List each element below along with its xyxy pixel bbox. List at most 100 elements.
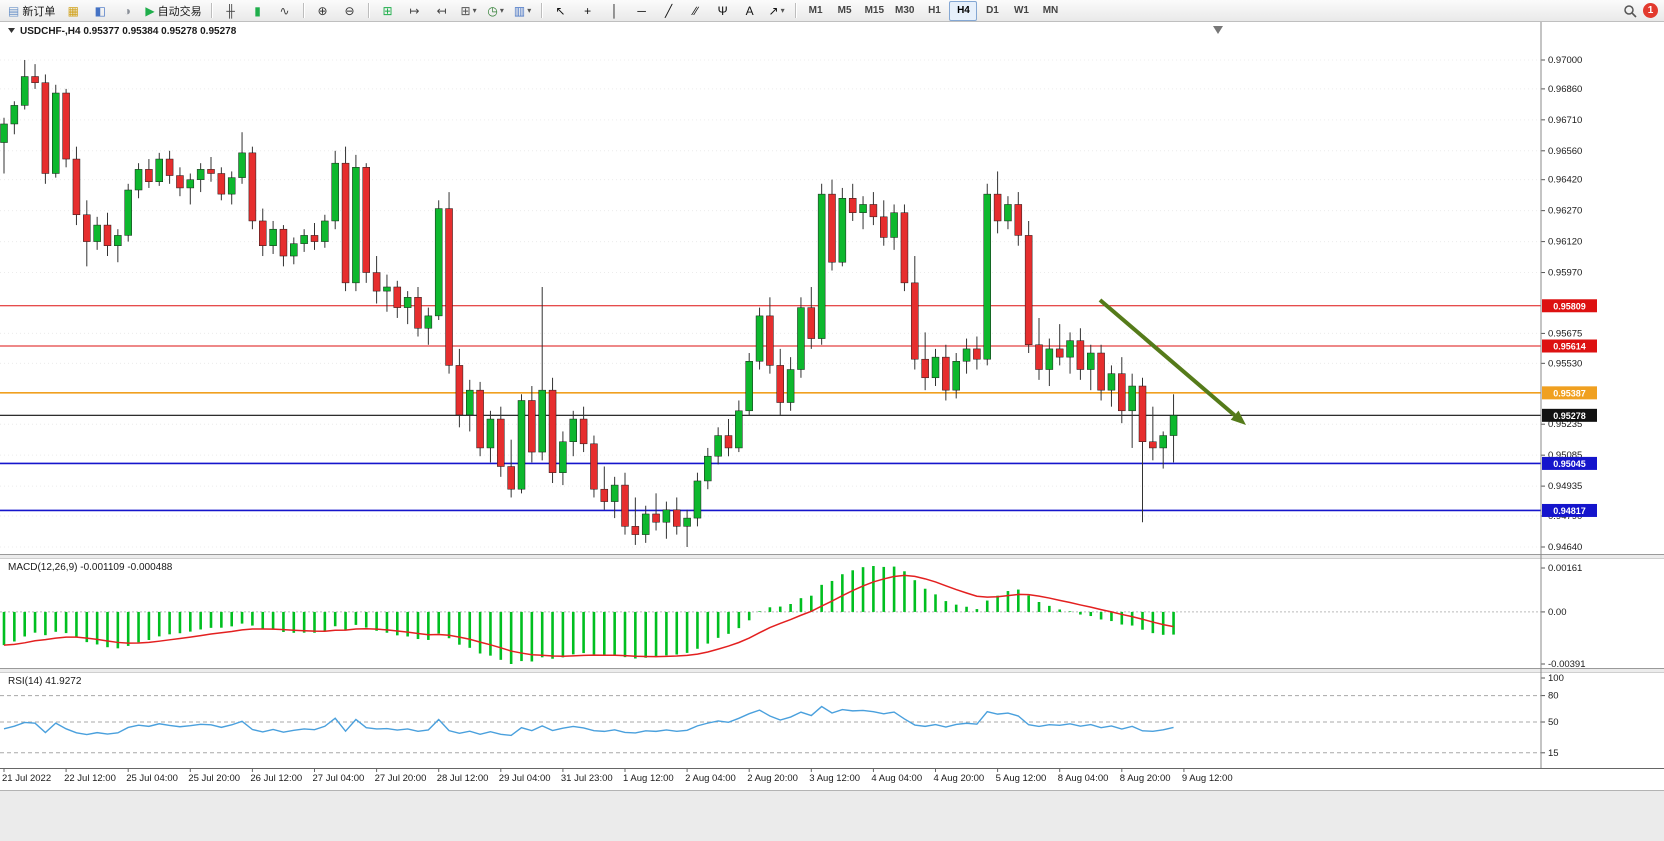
toolbar-separator	[540, 3, 543, 18]
price-axis-label: 0.94935	[1548, 481, 1582, 492]
crosshair-button[interactable]: +	[575, 1, 601, 21]
bearish-candle	[507, 466, 515, 490]
rsi-line	[3, 705, 1174, 737]
bearish-candle	[1097, 352, 1105, 391]
chart-canvas[interactable]: 0.97000 0.96860 0.96710 0.96560 0.96420 0.962…	[0, 22, 1664, 790]
chart-menu-icon[interactable]	[8, 28, 15, 33]
bullish-candle	[683, 517, 691, 527]
line-chart-button[interactable]: ∿	[272, 1, 298, 21]
bearish-candle	[62, 92, 70, 160]
search-icon[interactable]	[1623, 4, 1637, 18]
new-order-button[interactable]: ▤ 新订单	[4, 1, 59, 21]
text-label-button[interactable]: A	[737, 1, 763, 21]
trendline-button[interactable]: ╱	[656, 1, 682, 21]
cursor-button[interactable]: ↖	[548, 1, 574, 21]
timeframe-button-h4[interactable]: H4	[949, 0, 978, 21]
bearish-candle	[41, 82, 50, 174]
templates-button[interactable]: ▥ ▾	[510, 1, 536, 21]
timeframe-button-mn[interactable]: MN	[1042, 5, 1059, 16]
macd-label: MACD(12,26,9) -0.001109 -0.000488	[8, 562, 173, 573]
time-axis-label: 31 Jul 23:00	[561, 773, 613, 784]
new-chart-button[interactable]: ⊞ ▾	[456, 1, 482, 21]
bullish-candle	[859, 204, 867, 213]
rsi-axis-label: 50	[1548, 717, 1559, 728]
navigator-button[interactable]: ◑	[114, 1, 140, 21]
bullish-candle	[714, 435, 722, 457]
bearish-candle	[848, 198, 857, 213]
autotrading-button[interactable]: ▶ 自动交易	[141, 1, 205, 21]
bearish-candle	[528, 400, 536, 453]
bearish-candle	[776, 365, 784, 403]
bar-chart-button[interactable]: ╫	[218, 1, 244, 21]
zoom-in-button[interactable]: ⊕	[310, 1, 336, 21]
market-watch-button[interactable]: ▦	[60, 1, 86, 21]
andrews-pitchfork-button[interactable]: Ψ	[710, 1, 736, 21]
timeframe-button-d1[interactable]: D1	[986, 5, 999, 16]
bullish-candle	[1087, 352, 1095, 370]
timeframe-button-m15[interactable]: M15	[864, 5, 885, 16]
arrows-tool-icon: ↗	[768, 3, 779, 18]
timeframe-button-m5[interactable]: M5	[837, 5, 852, 16]
vertical-line-icon: │	[610, 3, 619, 18]
line-chart-icon: ∿	[279, 3, 290, 18]
candlestick-chart-button[interactable]: ▮	[245, 1, 271, 21]
auto-scroll-icon: ↦	[409, 3, 420, 18]
bullish-candle	[1128, 385, 1136, 412]
bullish-candle	[962, 348, 971, 362]
bearish-candle	[600, 488, 609, 502]
bearish-candle	[869, 204, 878, 218]
bar-chart-icon: ╫	[226, 3, 235, 18]
bullish-candle	[300, 235, 308, 244]
market-watch-icon: ▦	[67, 3, 80, 18]
time-axis-label: 25 Jul 04:00	[126, 773, 178, 784]
time-axis-label: 4 Aug 04:00	[871, 773, 922, 784]
profiles-button[interactable]: ◷ ▾	[483, 1, 509, 21]
timeframe-button-h1[interactable]: H1	[928, 5, 941, 16]
bearish-candle	[828, 193, 836, 263]
bearish-candle	[1118, 373, 1126, 412]
vertical-line-button[interactable]: │	[602, 1, 628, 21]
bullish-candle	[1004, 204, 1012, 222]
templates-icon: ▥	[513, 3, 526, 18]
bullish-candle	[10, 105, 19, 125]
new-order-icon: ▤	[8, 3, 20, 18]
trend-arrow[interactable]	[1098, 298, 1236, 417]
status-bar	[0, 790, 1664, 841]
zoom-out-button[interactable]: ⊖	[337, 1, 363, 21]
time-axis-label: 25 Jul 20:00	[188, 773, 240, 784]
timeframe-button-m1[interactable]: M1	[808, 5, 823, 16]
auto-scroll-button[interactable]: ↦	[402, 1, 428, 21]
bullish-candle	[52, 92, 60, 174]
resistance-line-2-badge	[1542, 339, 1597, 353]
panel-divider[interactable]	[0, 554, 1664, 559]
pivot-line-badge	[1542, 386, 1597, 400]
trendline-icon: ╱	[664, 3, 673, 18]
horizontal-line-button[interactable]: ─	[629, 1, 655, 21]
timeframe-button-w1[interactable]: W1	[1013, 5, 1029, 16]
notification-badge[interactable]: 1	[1643, 3, 1658, 18]
macd-axis-label: 0.00161	[1548, 563, 1582, 574]
data-window-button[interactable]: ◧	[87, 1, 113, 21]
current-price-line-badge	[1542, 408, 1597, 422]
time-axis-label: 27 Jul 04:00	[313, 773, 365, 784]
trend-arrow-head	[1230, 410, 1246, 425]
bearish-candle	[497, 418, 505, 467]
arrows-tool-button[interactable]: ↗ ▾	[764, 1, 790, 21]
bearish-candle	[942, 356, 950, 391]
bearish-candle	[445, 208, 453, 366]
equidistant-channel-button[interactable]: ∕∕	[683, 1, 709, 21]
chart-shift-marker[interactable]	[1213, 26, 1223, 34]
timeframe-button-m30[interactable]: M30	[895, 5, 915, 16]
time-axis-label: 4 Aug 20:00	[934, 773, 985, 784]
support-line-1-badge	[1542, 456, 1597, 470]
bullish-candle	[227, 177, 236, 195]
bullish-candle	[238, 152, 246, 178]
panel-divider[interactable]	[0, 668, 1664, 673]
time-axis-label: 2 Aug 20:00	[747, 773, 798, 784]
toolbar-separator	[794, 3, 797, 18]
bearish-candle	[414, 297, 422, 329]
bearish-candle	[1055, 348, 1064, 358]
chart-shift-button[interactable]: ↤	[429, 1, 455, 21]
bearish-candle	[103, 224, 112, 246]
tile-windows-button[interactable]: ⊞	[375, 1, 401, 21]
